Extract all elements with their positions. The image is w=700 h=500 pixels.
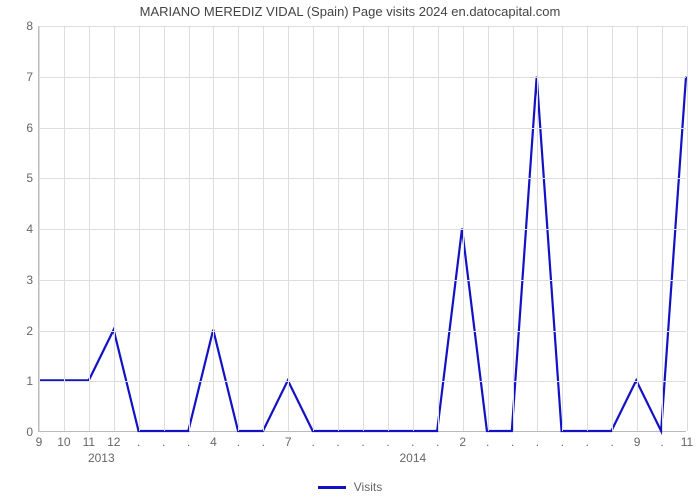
gridline-v — [39, 26, 40, 431]
gridline-v — [164, 26, 165, 431]
x-tick-label: . — [187, 435, 190, 449]
x-tick-label: . — [262, 435, 265, 449]
x-tick-label: . — [386, 435, 389, 449]
chart-container: { "chart": { "type": "line", "title": "M… — [0, 0, 700, 500]
y-tick-label: 3 — [26, 273, 33, 287]
gridline-v — [562, 26, 563, 431]
gridline-v — [413, 26, 414, 431]
x-tick-label: 2 — [459, 435, 466, 449]
x-tick-label: 4 — [210, 435, 217, 449]
gridline-v — [537, 26, 538, 431]
y-tick-label: 6 — [26, 121, 33, 135]
gridline-v — [687, 26, 688, 431]
gridline-v — [363, 26, 364, 431]
gridline-v — [612, 26, 613, 431]
y-tick-label: 7 — [26, 70, 33, 84]
gridline-v — [89, 26, 90, 431]
x-tick-label: . — [436, 435, 439, 449]
gridline-v — [263, 26, 264, 431]
legend-label: Visits — [354, 480, 382, 494]
x-tick-label: . — [162, 435, 165, 449]
x-tick-label: . — [311, 435, 314, 449]
x-tick-label: 11 — [83, 435, 95, 449]
gridline-v — [513, 26, 514, 431]
x-group-label: 2014 — [399, 451, 426, 465]
gridline-v — [662, 26, 663, 431]
x-tick-label: 10 — [57, 435, 70, 449]
gridline-v — [587, 26, 588, 431]
legend: Visits — [0, 480, 700, 494]
gridline-v — [313, 26, 314, 431]
y-tick-label: 2 — [26, 324, 33, 338]
gridline-v — [114, 26, 115, 431]
x-tick-label: 9 — [36, 435, 43, 449]
gridline-v — [288, 26, 289, 431]
x-tick-label: . — [536, 435, 539, 449]
legend-swatch — [318, 486, 346, 489]
gridline-v — [388, 26, 389, 431]
x-tick-label: . — [511, 435, 514, 449]
x-tick-label: 12 — [107, 435, 120, 449]
x-group-label: 2013 — [88, 451, 115, 465]
gridline-v — [438, 26, 439, 431]
x-tick-label: . — [411, 435, 414, 449]
x-tick-label: . — [237, 435, 240, 449]
y-tick-label: 1 — [26, 374, 33, 388]
gridline-v — [488, 26, 489, 431]
x-tick-label: . — [137, 435, 140, 449]
gridline-v — [338, 26, 339, 431]
x-tick-label: 11 — [681, 435, 693, 449]
x-tick-label: . — [486, 435, 489, 449]
x-tick-label: 7 — [285, 435, 292, 449]
chart-title: MARIANO MEREDIZ VIDAL (Spain) Page visit… — [0, 4, 700, 19]
gridline-v — [64, 26, 65, 431]
y-tick-label: 4 — [26, 222, 33, 236]
x-tick-label: . — [611, 435, 614, 449]
x-tick-label: . — [561, 435, 564, 449]
gridline-v — [189, 26, 190, 431]
gridline-v — [238, 26, 239, 431]
gridline-v — [637, 26, 638, 431]
x-tick-label: 9 — [634, 435, 641, 449]
x-tick-label: . — [336, 435, 339, 449]
x-tick-label: . — [586, 435, 589, 449]
gridline-v — [139, 26, 140, 431]
x-tick-label: . — [361, 435, 364, 449]
x-tick-label: . — [660, 435, 663, 449]
y-tick-label: 5 — [26, 171, 33, 185]
y-tick-label: 8 — [26, 19, 33, 33]
y-tick-label: 0 — [26, 425, 33, 439]
gridline-v — [213, 26, 214, 431]
gridline-v — [463, 26, 464, 431]
plot-area: 0123456789101112...4..7......2......9.11… — [38, 26, 686, 432]
